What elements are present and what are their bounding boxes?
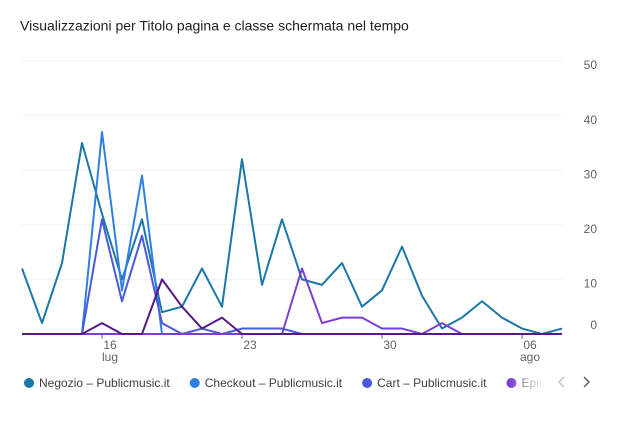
legend: Negozio – Publicmusic.it Checkout – Publi… bbox=[24, 376, 545, 390]
x-tick-label: 06 bbox=[523, 338, 537, 352]
legend-swatch bbox=[24, 378, 34, 388]
y-tick-label: 40 bbox=[584, 113, 598, 127]
series-line bbox=[22, 278, 562, 335]
y-tick-label: 10 bbox=[584, 277, 598, 291]
x-tick-sublabel: lug bbox=[102, 350, 118, 364]
legend-label: Checkout – Publicmusic.it bbox=[205, 376, 343, 390]
legend-label: Cart – Publicmusic.it bbox=[377, 376, 487, 390]
legend-swatch bbox=[189, 378, 200, 388]
series-line bbox=[22, 218, 562, 335]
y-tick-label: 20 bbox=[584, 222, 598, 236]
y-tick-label: 50 bbox=[584, 58, 598, 72]
x-tick-sublabel: ago bbox=[520, 350, 540, 364]
chart-title: Visualizzazioni per Titolo pagina e clas… bbox=[20, 18, 409, 34]
x-tick-label: 16 bbox=[103, 338, 117, 352]
y-tick-label: 0 bbox=[590, 318, 597, 332]
y-tick-label: 30 bbox=[584, 167, 598, 181]
legend-label: Negozio – Publicmusic.it bbox=[39, 376, 170, 390]
x-tick-label: 23 bbox=[243, 338, 257, 352]
series-line bbox=[21, 141, 563, 335]
legend-prev[interactable] bbox=[557, 376, 565, 388]
legend-fade bbox=[510, 372, 545, 396]
x-tick-label: 30 bbox=[383, 338, 397, 352]
legend-next[interactable] bbox=[583, 376, 591, 388]
legend-swatch bbox=[362, 378, 373, 388]
